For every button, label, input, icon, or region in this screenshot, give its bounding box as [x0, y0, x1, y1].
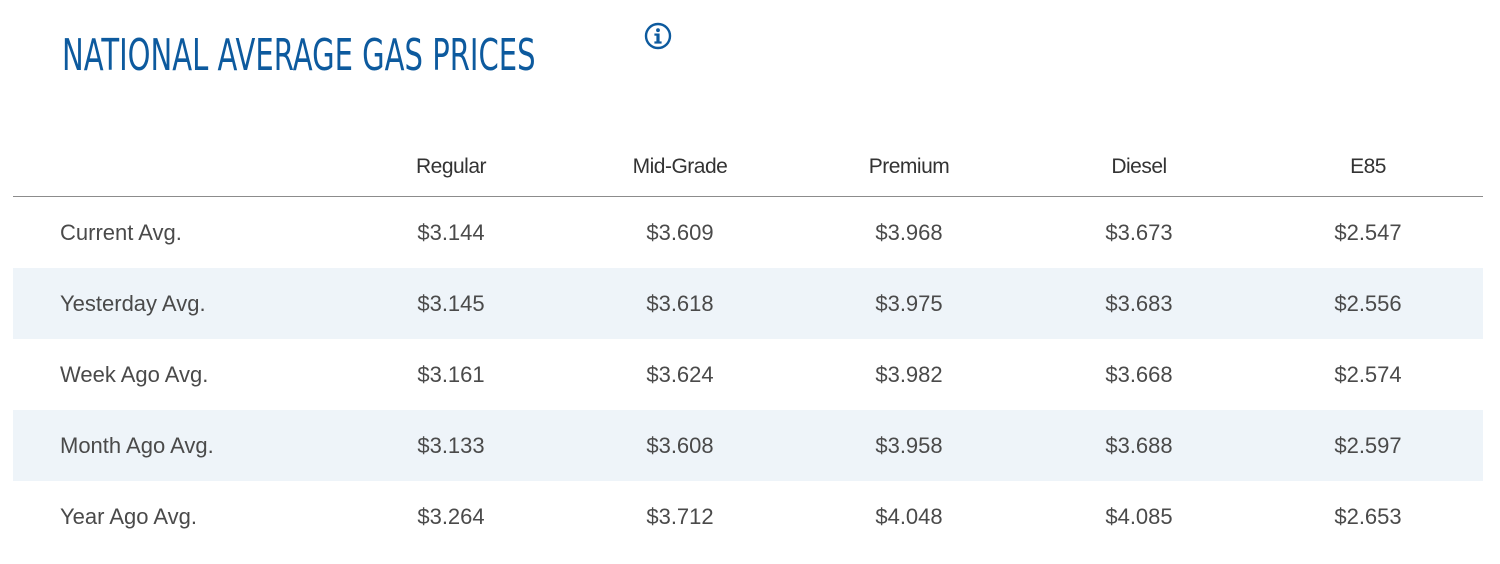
- table-row: Year Ago Avg. $3.264 $3.712 $4.048 $4.08…: [13, 481, 1483, 552]
- price-cell: $2.597: [1334, 433, 1402, 458]
- table-row: Yesterday Avg. $3.145 $3.618 $3.975 $3.6…: [13, 268, 1483, 339]
- price-cell: $3.144: [417, 220, 485, 245]
- table-row: Week Ago Avg. $3.161 $3.624 $3.982 $3.66…: [13, 339, 1483, 410]
- price-cell: $3.683: [1105, 291, 1173, 316]
- table-row: Current Avg. $3.144 $3.609 $3.968 $3.673…: [13, 197, 1483, 268]
- price-cell: $3.145: [417, 291, 485, 316]
- price-cell: $3.624: [646, 362, 714, 387]
- price-cell: $3.668: [1105, 362, 1173, 387]
- price-cell: $3.608: [646, 433, 714, 458]
- table-row: Month Ago Avg. $3.133 $3.608 $3.958 $3.6…: [13, 410, 1483, 481]
- row-label: Month Ago Avg.: [60, 433, 214, 458]
- price-cell: $3.673: [1105, 220, 1173, 245]
- row-label: Yesterday Avg.: [60, 291, 206, 316]
- gas-prices-table: Regular Mid-Grade Premium Diesel E85 Cur…: [13, 138, 1483, 552]
- price-cell: $4.048: [875, 504, 943, 529]
- price-cell: $3.609: [646, 220, 714, 245]
- column-header-e85: E85: [1350, 155, 1386, 178]
- price-cell: $3.958: [875, 433, 943, 458]
- table-header-row: Regular Mid-Grade Premium Diesel E85: [13, 138, 1483, 197]
- price-cell: $3.975: [875, 291, 943, 316]
- price-cell: $2.547: [1334, 220, 1402, 245]
- price-cell: $3.688: [1105, 433, 1173, 458]
- price-cell: $3.968: [875, 220, 943, 245]
- page-header: NATIONAL AVERAGE GAS PRICES: [62, 20, 930, 90]
- price-cell: $3.161: [417, 362, 485, 387]
- price-cell: $3.712: [646, 504, 714, 529]
- row-label: Year Ago Avg.: [60, 504, 198, 529]
- price-cell: $3.982: [875, 362, 943, 387]
- column-header-mid-grade: Mid-Grade: [632, 155, 728, 178]
- price-cell: $3.264: [417, 504, 485, 529]
- column-header-regular: Regular: [415, 155, 487, 178]
- row-label: Week Ago Avg.: [60, 362, 209, 387]
- price-cell: $2.653: [1334, 504, 1402, 529]
- column-header-premium: Premium: [868, 155, 950, 178]
- row-label: Current Avg.: [60, 220, 182, 245]
- price-cell: $2.574: [1334, 362, 1402, 387]
- page-title: NATIONAL AVERAGE GAS PRICES: [62, 30, 536, 81]
- price-cell: $3.618: [646, 291, 714, 316]
- info-circle-icon[interactable]: [644, 22, 672, 50]
- price-cell: $2.556: [1334, 291, 1402, 316]
- price-cell: $4.085: [1105, 504, 1173, 529]
- price-cell: $3.133: [417, 433, 485, 458]
- column-header-diesel: Diesel: [1111, 155, 1167, 178]
